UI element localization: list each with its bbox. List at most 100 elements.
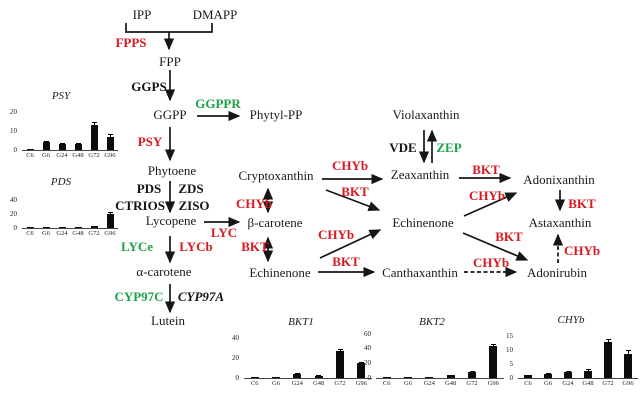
psy-chart-title: PSY: [51, 90, 71, 102]
bar-G24: [425, 376, 434, 378]
enzyme-ggppr: GGPPR: [195, 96, 241, 111]
enzyme-fpps: FPPS: [115, 35, 147, 50]
y-axis-tick-label: 40: [10, 195, 17, 204]
y-axis-tick-label: 60: [364, 329, 371, 338]
enzyme-bkt-zeaxanthin-adonixanthin: BKT: [472, 162, 500, 177]
bkt2-chart-title: BKT2: [419, 316, 445, 328]
bar-G48: [584, 371, 592, 378]
arrow-echinenone-adonixanthin: [463, 192, 518, 217]
x-axis-label-G48: G48: [72, 152, 84, 159]
enzyme-bkt-adonixanthin-astaxanthin: BKT: [568, 196, 596, 211]
x-axis-label-G48: G48: [72, 230, 84, 237]
bar-G48: [74, 226, 82, 228]
enzyme-chyb-echinenone-adonixanthin: CHYb: [468, 188, 506, 203]
enzyme-bkt-echinenone-adonirubin: BKT: [495, 229, 523, 244]
psy-expression-chart: PSY 20 10 0 C6 G6 G24 G48 G72 G96: [2, 86, 120, 166]
x-axis-label-C6: C6: [250, 380, 259, 387]
bar-G24: [58, 226, 66, 228]
y-axis-tick-label: 20: [10, 107, 17, 116]
node-adonirubin: Adonirubin: [527, 265, 587, 280]
node-fpp: FPP: [159, 54, 181, 69]
plot-area: [22, 112, 118, 151]
y-axis-tick-label: 20: [232, 353, 239, 362]
bar-C6: [26, 227, 34, 228]
bar-G96: [106, 136, 114, 150]
y-axis-tick-label: 0: [235, 373, 240, 382]
enzyme-psy: PSY: [137, 134, 163, 149]
bar-G96: [489, 346, 498, 378]
error-bar-G72: [91, 122, 97, 127]
chyb-chart-title: CHYb: [557, 314, 585, 326]
y-axis-tick-label: 0: [367, 373, 372, 382]
x-axis-label-G72: G72: [88, 152, 100, 159]
error-bar-G72: [469, 371, 475, 374]
x-axis-label-G24: G24: [291, 380, 303, 387]
node-cryptoxanthin: Cryptoxanthin: [238, 168, 314, 183]
x-axis-label-G96: G96: [622, 380, 634, 387]
error-bar-G96: [107, 133, 113, 138]
enzyme-ggps: GGPS: [131, 79, 167, 94]
x-axis-label-G6: G6: [404, 380, 412, 387]
node-alpha-carotene: α-carotene: [136, 264, 192, 279]
bar-G24: [58, 144, 66, 150]
error-bar-G96: [490, 344, 496, 348]
error-bar-G48: [585, 369, 591, 372]
node-canthaxanthin: Canthaxanthin: [382, 265, 458, 280]
bar-G24: [293, 374, 302, 378]
arrow-echinenone-mid-echinenone-right: [319, 229, 382, 259]
error-bar-G72: [605, 338, 611, 343]
node-lycopene: Lycopene: [145, 213, 197, 228]
enzyme-lycb: LYCb: [179, 239, 213, 254]
merge-bracket: [125, 23, 213, 33]
node-beta-carotene: β-carotene: [247, 215, 303, 230]
x-axis-label-G48: G48: [445, 380, 457, 387]
plot-area: [244, 338, 372, 379]
plot-area: [22, 200, 118, 229]
enzyme-bkt-cryptoxanthin-echinenone: BKT: [341, 184, 369, 199]
x-axis-label-G24: G24: [56, 230, 68, 237]
bar-G6: [272, 376, 280, 378]
bar-G72: [468, 372, 476, 378]
y-axis-tick-label: 15: [506, 331, 513, 340]
enzyme-chyb-betacarotene-cryptoxanthin: CHYb: [235, 196, 273, 211]
y-axis-tick-label: 10: [506, 345, 513, 354]
x-axis-label-G6: G6: [42, 152, 50, 159]
bar-G96: [106, 214, 114, 228]
error-bar-G24: [565, 371, 571, 374]
error-bar-G96: [625, 350, 631, 356]
node-phytyl-pp: Phytyl-PP: [249, 107, 303, 122]
error-bar-G24: [294, 373, 300, 375]
x-axis-label-G96: G96: [104, 152, 116, 159]
bar-C6: [524, 375, 532, 378]
enzyme-chyb-cryptoxanthin-zeaxanthin: CHYb: [331, 158, 369, 173]
enzyme-vde: VDE: [389, 140, 417, 155]
y-axis-tick-label: 0: [509, 373, 514, 382]
enzyme-lyce: LYCe: [120, 239, 154, 254]
x-axis-label-G24: G24: [423, 380, 435, 387]
bar-G72: [90, 125, 98, 150]
chyb-expression-chart: CHYb 15 10 5 0 C6 G6 G24 G48 G72 G96: [502, 310, 640, 400]
bar-C6: [250, 377, 259, 378]
error-bar-G48: [75, 142, 81, 146]
enzyme-pds: PDS: [136, 181, 162, 196]
node-phytoene: Phytoene: [147, 163, 197, 178]
pds-chart-title: PDS: [50, 176, 72, 188]
x-axis-label-G96: G96: [104, 230, 116, 237]
enzyme-zep: ZEP: [436, 140, 462, 155]
y-axis-tick-label: 10: [10, 126, 17, 135]
x-axis-label-G24: G24: [562, 380, 574, 387]
x-axis-label-C6: C6: [382, 380, 391, 387]
x-axis-label-G48: G48: [582, 380, 594, 387]
enzyme-chyb-adonirubin-astaxanthin: CHYb: [563, 243, 601, 258]
node-zeaxanthin: Zeaxanthin: [390, 167, 450, 182]
bar-G6: [404, 377, 412, 378]
bar-G72: [604, 341, 612, 378]
bar-G72: [336, 351, 344, 378]
bar-G72: [90, 226, 98, 228]
plot-area: [518, 336, 638, 379]
enzyme-ctrios: CTRIOS: [115, 198, 165, 213]
plot-area: [376, 334, 504, 379]
bar-C6: [26, 149, 34, 150]
